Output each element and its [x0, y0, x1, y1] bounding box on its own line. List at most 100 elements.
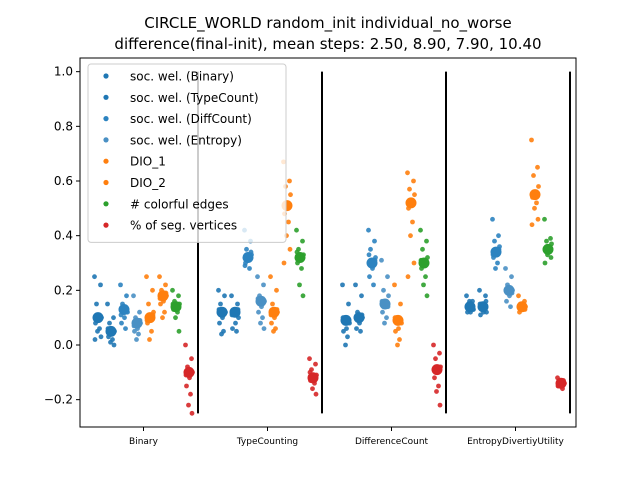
mean-marker — [366, 257, 378, 269]
data-point — [111, 315, 116, 321]
mean-marker — [490, 246, 502, 258]
data-point — [367, 274, 372, 280]
data-point — [418, 227, 423, 233]
data-point — [493, 266, 498, 271]
data-point — [358, 328, 363, 334]
data-point — [492, 238, 497, 244]
data-point — [395, 342, 400, 348]
data-point — [536, 184, 541, 189]
data-point — [244, 246, 249, 252]
mean-marker — [170, 301, 182, 313]
data-point — [495, 260, 500, 266]
data-point — [270, 301, 275, 307]
data-point — [218, 301, 223, 307]
legend-marker — [103, 222, 109, 228]
data-point — [411, 178, 416, 184]
data-point — [247, 266, 252, 271]
data-point — [490, 216, 495, 222]
data-point — [260, 315, 265, 321]
data-point — [407, 186, 412, 192]
data-point — [136, 331, 141, 337]
legend-label: soc. wel. (Entropy) — [130, 133, 242, 147]
data-point — [122, 315, 127, 321]
data-point — [294, 227, 299, 233]
data-point — [271, 328, 276, 334]
data-point — [149, 328, 154, 334]
data-point — [162, 309, 167, 315]
data-point — [368, 246, 373, 252]
mean-marker — [144, 312, 156, 324]
data-point — [398, 301, 403, 307]
data-point — [529, 222, 535, 228]
data-point — [188, 391, 193, 397]
data-point — [216, 287, 221, 293]
data-point — [288, 192, 293, 198]
y-tick-label: 0.4 — [54, 229, 73, 243]
mean-marker — [118, 303, 130, 315]
data-point — [274, 287, 279, 293]
mean-marker — [157, 290, 169, 302]
data-point — [421, 282, 426, 288]
legend-label: soc. wel. (TypeCount) — [130, 91, 259, 105]
data-point — [542, 216, 547, 222]
data-point — [105, 301, 110, 307]
y-tick-label: −0.2 — [44, 393, 73, 407]
data-point — [287, 246, 293, 252]
mean-marker — [542, 243, 554, 255]
mean-marker — [242, 252, 254, 264]
data-point — [366, 227, 371, 233]
data-point — [464, 293, 469, 299]
data-point — [504, 298, 509, 304]
y-tick-label: 1.0 — [54, 65, 73, 79]
mean-marker — [555, 377, 567, 389]
data-point — [405, 274, 411, 280]
data-point — [235, 301, 240, 307]
x-tick-label: DifferenceCount — [355, 437, 429, 447]
data-point — [261, 282, 266, 288]
legend-marker — [103, 137, 109, 143]
data-point — [219, 331, 224, 337]
data-point — [346, 301, 351, 307]
data-point — [183, 342, 188, 348]
data-point — [372, 238, 377, 244]
data-point — [532, 205, 537, 211]
legend-label: % of seg. vertices — [130, 219, 237, 233]
data-point — [123, 326, 128, 331]
data-point — [313, 361, 318, 367]
data-point — [380, 309, 385, 315]
data-point — [95, 328, 100, 334]
legend-marker — [103, 94, 109, 100]
data-point — [345, 334, 350, 340]
data-point — [157, 274, 162, 280]
data-point — [173, 315, 178, 321]
data-point — [170, 287, 175, 293]
data-point — [287, 178, 292, 184]
mean-marker — [307, 372, 319, 384]
x-tick-label: Binary — [129, 437, 159, 447]
data-point — [354, 326, 359, 331]
data-point — [229, 293, 234, 299]
mean-marker — [340, 314, 352, 326]
data-point — [269, 320, 274, 326]
mean-marker — [477, 301, 489, 313]
data-point — [189, 410, 195, 416]
mean-marker — [529, 189, 541, 201]
data-point — [353, 282, 358, 288]
mean-marker — [431, 364, 443, 376]
data-point — [286, 219, 291, 225]
data-point — [411, 260, 417, 266]
data-point — [385, 274, 390, 280]
data-point — [434, 389, 439, 394]
legend-marker — [103, 201, 109, 207]
legend-label: DIO_2 — [130, 176, 166, 190]
data-point — [392, 282, 397, 288]
data-point — [535, 216, 541, 222]
mean-marker — [379, 298, 391, 310]
data-point — [297, 282, 302, 288]
data-point — [437, 402, 443, 408]
data-point — [548, 255, 554, 260]
legend-marker — [103, 116, 109, 122]
data-point — [423, 274, 428, 280]
data-point — [92, 274, 97, 280]
